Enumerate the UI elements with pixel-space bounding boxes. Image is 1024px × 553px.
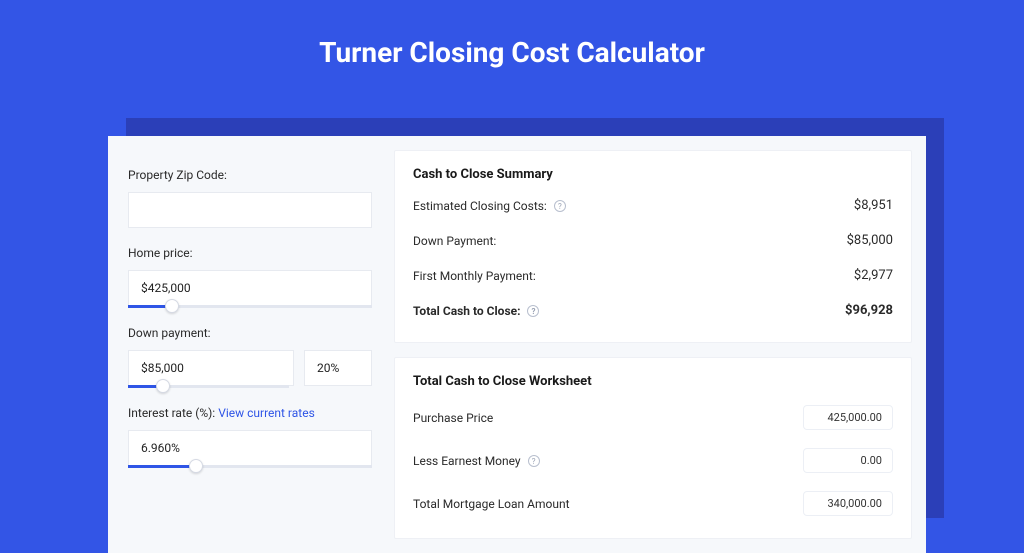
home-price-label: Home price: [128,246,372,260]
slider-thumb[interactable] [165,299,179,313]
zip-field: Property Zip Code: [128,168,372,228]
summary-row-value: $8,951 [854,198,893,213]
worksheet-row-label: Less Earnest Money ? [413,454,540,468]
view-rates-link[interactable]: View current rates [218,406,315,420]
home-price-input[interactable]: $425,000 [128,270,372,306]
worksheet-row-value[interactable]: 340,000.00 [803,491,893,516]
summary-title: Cash to Close Summary [413,167,893,182]
summary-row: Total Cash to Close: ? $96,928 [413,303,893,318]
summary-row-label: First Monthly Payment: [413,269,536,283]
worksheet-row-label: Purchase Price [413,411,493,425]
zip-input[interactable] [128,192,372,228]
interest-rate-input[interactable]: 6.960% [128,430,372,466]
slider-thumb[interactable] [156,379,170,393]
worksheet-row: Less Earnest Money ? 0.00 [413,448,893,473]
home-price-field: Home price: $425,000 [128,246,372,308]
worksheet-title: Total Cash to Close Worksheet [413,374,893,389]
down-payment-field: Down payment: $85,000 20% [128,326,372,388]
worksheet-row-label: Total Mortgage Loan Amount [413,497,570,511]
summary-row-value: $2,977 [854,268,893,283]
down-payment-label: Down payment: [128,326,372,340]
summary-row-value: $96,928 [845,303,893,318]
interest-rate-label-text: Interest rate (%): [128,406,218,420]
summary-row-label: Estimated Closing Costs: ? [413,199,566,213]
help-icon[interactable]: ? [527,305,539,317]
calculator-card: Property Zip Code: Home price: $425,000 … [108,136,926,553]
page-title: Turner Closing Cost Calculator [0,0,1024,93]
worksheet-row-value[interactable]: 425,000.00 [803,405,893,430]
interest-rate-slider[interactable] [128,465,372,468]
summary-row: First Monthly Payment: $2,977 [413,268,893,283]
interest-rate-field: Interest rate (%): View current rates 6.… [128,406,372,468]
inputs-column: Property Zip Code: Home price: $425,000 … [122,150,378,553]
summary-row-label: Down Payment: [413,234,496,248]
down-payment-pct-input[interactable]: 20% [304,350,372,386]
summary-row: Estimated Closing Costs: ? $8,951 [413,198,893,213]
slider-fill [128,465,196,468]
help-icon[interactable]: ? [554,200,566,212]
summary-panel: Cash to Close Summary Estimated Closing … [394,150,912,343]
summary-row: Down Payment: $85,000 [413,233,893,248]
help-icon[interactable]: ? [528,455,540,467]
worksheet-row: Total Mortgage Loan Amount 340,000.00 [413,491,893,516]
down-payment-input[interactable]: $85,000 [128,350,294,386]
summary-row-value: $85,000 [847,233,893,248]
worksheet-row-value[interactable]: 0.00 [803,448,893,473]
slider-thumb[interactable] [189,459,203,473]
results-column: Cash to Close Summary Estimated Closing … [394,150,912,553]
summary-row-label: Total Cash to Close: ? [413,304,539,318]
zip-label: Property Zip Code: [128,168,372,182]
interest-rate-label: Interest rate (%): View current rates [128,406,372,420]
home-price-slider[interactable] [128,305,372,308]
down-payment-slider[interactable] [128,385,289,388]
worksheet-row: Purchase Price 425,000.00 [413,405,893,430]
